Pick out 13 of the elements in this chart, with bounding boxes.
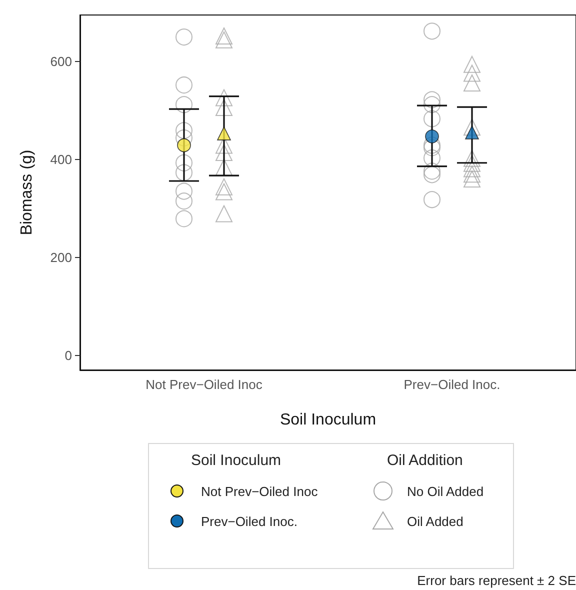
legend-label: Oil Added <box>407 514 464 528</box>
category-label: Not Prev−Oiled Inoc <box>201 484 318 498</box>
y-tick-label: 600 <box>50 54 72 70</box>
text: Soil Inoculum <box>191 452 282 469</box>
text: Oil Addition <box>387 452 463 469</box>
y-tick-label: 200 <box>50 250 72 265</box>
y-axis-title: Biomass (g) <box>18 150 36 236</box>
y-tick-label: 400 <box>50 152 72 167</box>
legend-label: No Oil Added <box>407 484 484 498</box>
text: Error bars represent ± 2 SE <box>417 573 576 588</box>
x-axis-title: Soil Inoculum <box>280 412 376 428</box>
y-tick-label: 0 <box>64 348 72 363</box>
category-label: Prev−Oiled Inoc. <box>201 514 298 528</box>
